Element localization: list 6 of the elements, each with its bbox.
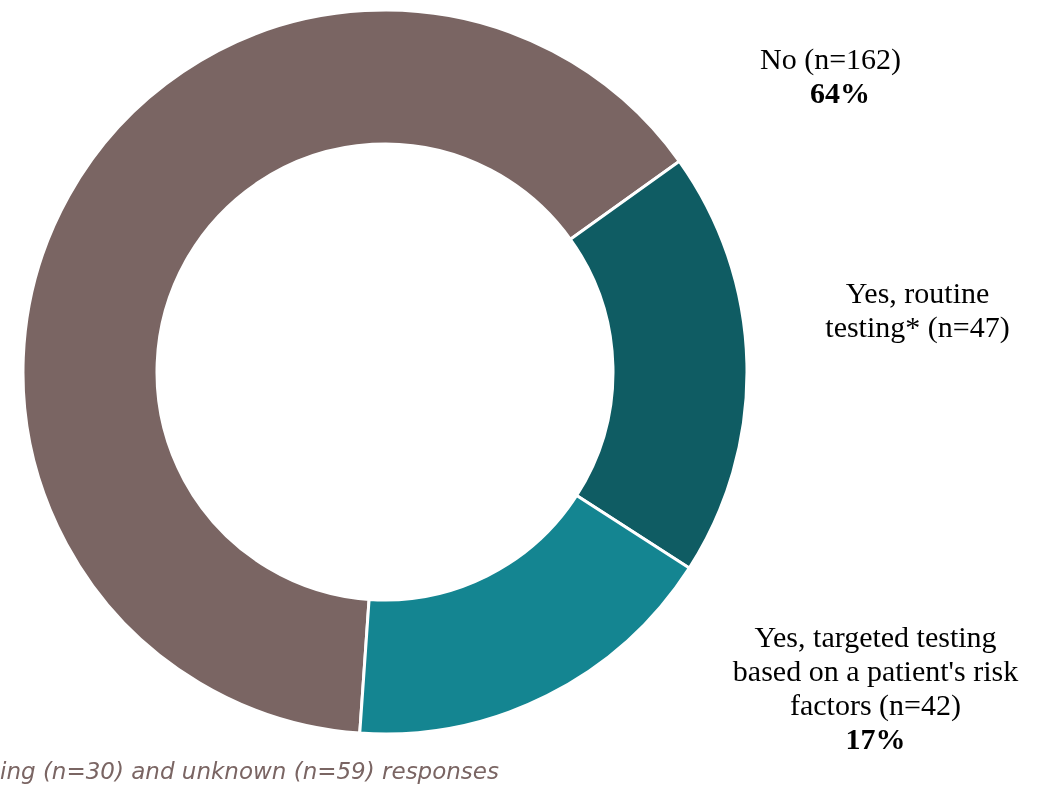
text: ing (n=30) and unknown (n=59) responses bbox=[0, 758, 499, 784]
slice-label: Yes, routine testing* (n=47) bbox=[825, 276, 1010, 343]
data-label: 64% bbox=[809, 76, 871, 110]
slice-label: Yes, targeted testing based on a patient's risk factors (n=42) bbox=[732, 620, 1019, 721]
data-label: 17% bbox=[844, 722, 907, 756]
slice-label: No (n=162) bbox=[760, 42, 902, 75]
